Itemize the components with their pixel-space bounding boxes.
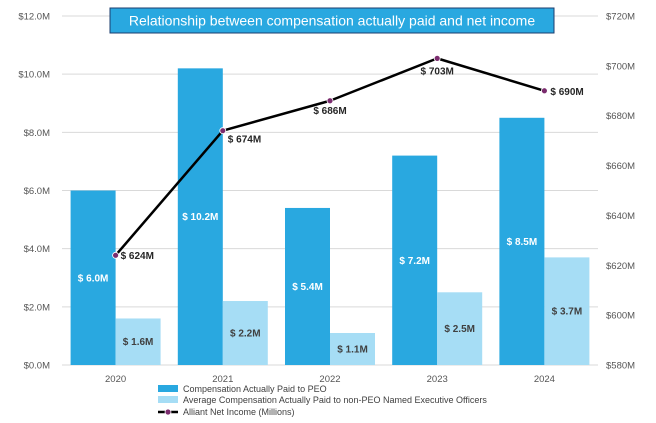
- net-income-label: $ 690M: [550, 87, 583, 98]
- net-income-label: $ 703M: [421, 66, 454, 77]
- bar-peo-2021: [177, 68, 223, 365]
- legend-label-non-peo: Average Compensation Actually Paid to no…: [183, 395, 487, 405]
- bar-non-peo-label: $ 2.5M: [444, 324, 475, 335]
- bar-non-peo-2020: [115, 318, 161, 365]
- bar-peo-2022: [285, 207, 330, 365]
- net-income-label: $ 686M: [313, 106, 346, 117]
- right-tick-label: $660M: [606, 161, 635, 172]
- bar-non-peo-2024: [544, 257, 590, 365]
- left-tick-label: $12.0M: [18, 12, 50, 23]
- legend: Compensation Actually Paid to PEOAverage…: [158, 384, 487, 417]
- right-tick-label: $620M: [606, 261, 635, 272]
- right-tick-label: $640M: [606, 211, 635, 222]
- legend-label-peo: Compensation Actually Paid to PEO: [183, 384, 327, 394]
- category-label: 2022: [319, 374, 340, 385]
- bar-peo-label: $ 7.2M: [399, 256, 430, 267]
- bar-non-peo-label: $ 1.6M: [123, 337, 154, 348]
- bar-non-peo-label: $ 3.7M: [552, 307, 583, 318]
- net-income-marker: [326, 97, 334, 105]
- left-tick-label: $10.0M: [18, 70, 50, 81]
- left-tick-label: $6.0M: [24, 186, 50, 197]
- legend-swatch-non-peo: [158, 396, 178, 403]
- net-income-marker: [541, 87, 548, 95]
- left-axis-ticks: $0.0M $2.0M $4.0M $6.0M $8.0M $10.0M $12.0M: [18, 12, 50, 372]
- bar-peo-label: $ 8.5M: [507, 237, 538, 248]
- bar-peo-2024: [499, 117, 545, 366]
- bar-non-peo-label: $ 1.1M: [337, 345, 368, 356]
- left-tick-label: $8.0M: [24, 128, 50, 139]
- net-income-marker: [112, 251, 119, 259]
- legend-swatch-peo: [158, 385, 178, 392]
- bar-peo-2023: [392, 155, 438, 365]
- right-tick-label: $720M: [606, 12, 635, 23]
- left-tick-label: $2.0M: [24, 302, 50, 313]
- bar-peo-label: $ 5.4M: [292, 282, 323, 293]
- bar-non-peo-2023: [437, 292, 483, 365]
- chart-title-box: Relationship between compensation actual…: [109, 7, 555, 34]
- left-tick-label: $4.0M: [24, 244, 50, 255]
- net-income-line-layer: $ 624M $ 674M $ 686M $ 703M $ 690M: [112, 54, 584, 262]
- right-tick-label: $600M: [606, 311, 635, 322]
- bar-peo-2020: [70, 190, 116, 365]
- chart-title: Relationship between compensation actual…: [129, 13, 535, 29]
- right-tick-label: $700M: [606, 61, 635, 72]
- bar-non-peo-2021: [222, 301, 268, 365]
- bar-peo-label: $ 6.0M: [78, 273, 109, 284]
- category-label: 2020: [105, 374, 126, 385]
- title-background: [109, 7, 555, 34]
- bar-non-peo-label: $ 2.2M: [230, 329, 261, 340]
- bars: $ 6.0M $ 1.6M $ 10.2M $ 2.2M $ 5.4M $ 1.1M $ 7…: [70, 68, 590, 366]
- bar-non-peo-2022: [330, 333, 375, 365]
- right-tick-label: $580M: [606, 361, 635, 372]
- left-tick-label: $0.0M: [24, 361, 50, 372]
- category-label: 2024: [534, 374, 555, 385]
- bar-peo-label: $ 10.2M: [182, 212, 218, 223]
- category-label: 2021: [212, 374, 233, 385]
- net-income-marker: [219, 127, 227, 135]
- right-tick-label: $680M: [606, 111, 635, 122]
- legend-swatch-marker: [164, 408, 172, 416]
- net-income-label: $ 674M: [228, 135, 261, 146]
- category-label: 2023: [427, 374, 448, 385]
- net-income-label: $ 624M: [121, 251, 154, 262]
- net-income-marker: [433, 54, 441, 62]
- legend-label-net-income: Alliant Net Income (Millions): [183, 407, 295, 417]
- x-axis-category-labels: 2020 2021 2022 2023 2024: [105, 374, 555, 385]
- right-axis-ticks: $580M $600M $620M $640M $660M $680M $700M $720M: [606, 12, 635, 372]
